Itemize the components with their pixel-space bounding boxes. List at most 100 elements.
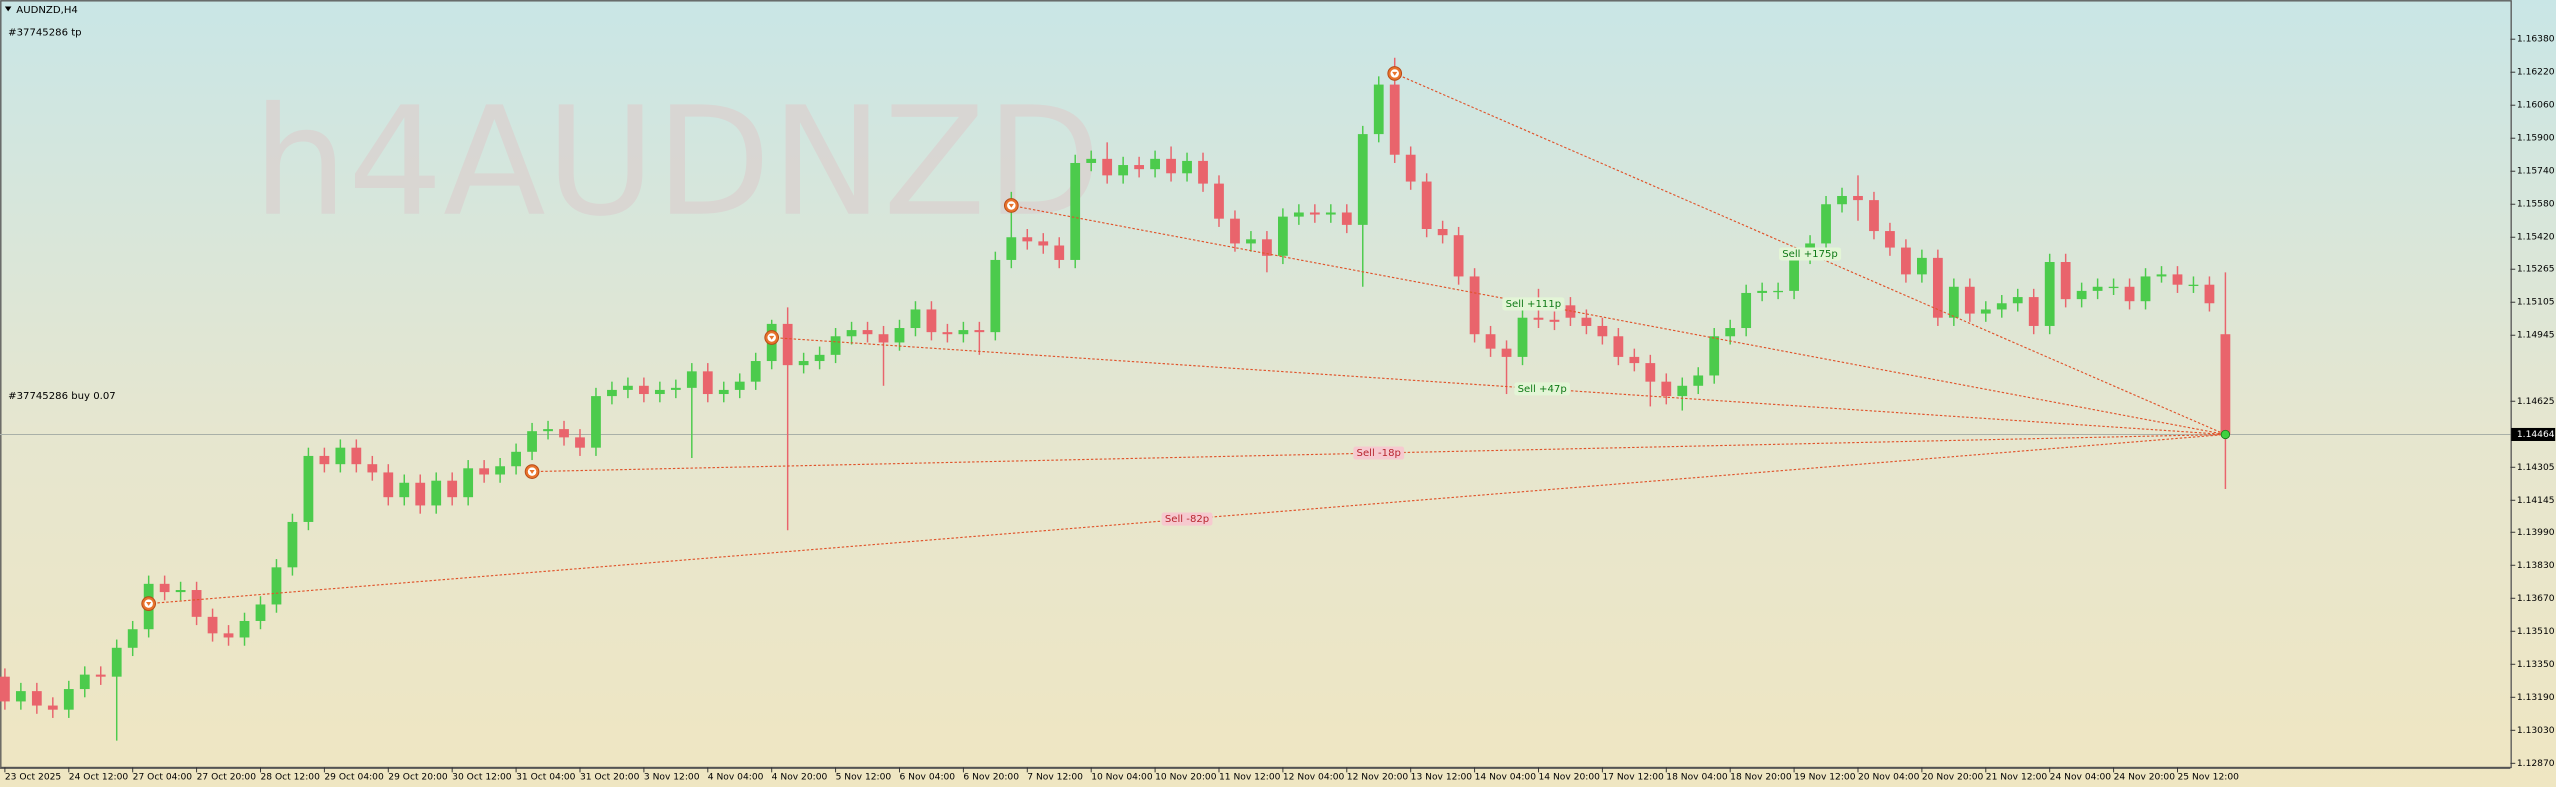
candle-body	[1661, 381, 1672, 397]
x-tick-label: 30 Oct 12:00	[452, 773, 512, 783]
x-tick-label: 4 Nov 04:00	[708, 773, 764, 783]
candle-body	[1038, 241, 1049, 246]
candle-body	[2060, 262, 2071, 300]
candle-body	[255, 604, 266, 621]
x-tick-label: 4 Nov 20:00	[772, 773, 828, 783]
candle-body	[2076, 290, 2087, 300]
candle-body	[287, 521, 298, 568]
candle-body	[1789, 255, 1799, 291]
trade-line	[1011, 204, 2226, 436]
candle-body	[431, 480, 442, 506]
candle-body	[559, 429, 569, 438]
candle-body	[367, 464, 378, 473]
candle-body	[527, 431, 537, 452]
candle-body	[127, 629, 138, 648]
candle-body	[1118, 165, 1129, 176]
candle-body	[351, 447, 362, 465]
x-tick-label: 12 Nov 04:00	[1283, 773, 1345, 783]
candle-body	[926, 309, 937, 333]
candle-body	[2108, 286, 2119, 289]
candle-body	[1070, 162, 1081, 260]
candle-body	[1517, 317, 1528, 357]
trade-label: Sell +175p	[1782, 249, 1838, 260]
candle-body	[1837, 195, 1847, 205]
candle-body	[670, 387, 681, 390]
candle-body	[1309, 212, 1320, 215]
candle-body	[591, 396, 601, 448]
y-tick-label: 1.13830	[2517, 561, 2555, 571]
candle-body	[1469, 276, 1480, 335]
trade-entry-arrow	[529, 469, 535, 474]
candle-body	[1853, 195, 1863, 201]
x-tick-label: 14 Nov 20:00	[1538, 773, 1600, 783]
candle-body	[1693, 375, 1704, 386]
candle-body	[1869, 200, 1879, 232]
x-tick-label: 13 Nov 12:00	[1411, 773, 1473, 783]
trade-line	[771, 336, 2226, 436]
candle-body	[639, 385, 649, 395]
trade-line	[1394, 72, 2226, 435]
candle-body	[750, 361, 761, 382]
candle-body	[1709, 336, 1720, 376]
candle-body	[1757, 290, 1768, 293]
candle-body	[1293, 212, 1304, 217]
x-tick-label: 12 Nov 20:00	[1347, 773, 1409, 783]
candle-body	[1885, 231, 1895, 248]
x-tick-label: 19 Nov 12:00	[1794, 773, 1856, 783]
y-tick-label: 1.15420	[2517, 233, 2555, 243]
candle-body	[2156, 274, 2167, 277]
trade-label-box	[1502, 297, 1565, 311]
candle-body	[1022, 237, 1033, 242]
candle-body	[1917, 257, 1927, 275]
candle-body	[1453, 235, 1464, 277]
trade-label-box	[1514, 382, 1571, 396]
order-label: #37745286 tp	[8, 28, 81, 39]
x-tick-label: 18 Nov 20:00	[1730, 773, 1792, 783]
y-tick-label: 1.14625	[2517, 397, 2555, 407]
candle-body	[1325, 212, 1336, 215]
candle-body	[1996, 303, 2007, 310]
menu-arrow[interactable]	[4, 6, 12, 12]
candle-body	[1389, 84, 1400, 155]
candle-body	[2124, 286, 2135, 302]
x-tick-label: 31 Oct 04:00	[516, 773, 576, 783]
candle-body	[1773, 290, 1784, 293]
candle-body	[495, 466, 506, 475]
candle-body	[383, 472, 394, 498]
x-tick-label: 10 Nov 04:00	[1091, 773, 1153, 783]
current-price-tag	[2511, 427, 2556, 441]
candle-body	[415, 482, 426, 506]
candle-body	[734, 381, 745, 390]
candle-body	[95, 674, 106, 677]
trade-entry-arrow	[1008, 203, 1014, 208]
candle-body	[1613, 336, 1624, 357]
candle-body	[1932, 257, 1943, 318]
candle-body	[335, 447, 346, 465]
y-tick-label: 1.13990	[2517, 528, 2555, 538]
trade-entry-arrow	[769, 335, 775, 340]
y-tick-label: 1.15105	[2517, 298, 2555, 308]
candle-body	[894, 328, 905, 343]
candle-body	[1948, 286, 1959, 318]
candle-body	[271, 567, 282, 605]
candle-body	[878, 334, 889, 343]
trade-label: Sell +47p	[1518, 384, 1567, 395]
candle-body	[814, 354, 825, 362]
candle-body	[47, 705, 58, 710]
x-tick-label: 18 Nov 04:00	[1666, 773, 1728, 783]
x-tick-label: 27 Oct 20:00	[197, 773, 257, 783]
x-tick-label: 21 Nov 12:00	[1986, 773, 2048, 783]
trade-label-box	[1353, 446, 1405, 460]
candle-body	[1485, 334, 1496, 349]
y-tick-label: 1.14945	[2517, 331, 2555, 341]
candle-body	[79, 674, 90, 690]
candle-body	[575, 437, 585, 448]
candle-body	[654, 389, 665, 395]
plot-frame	[0, 0, 2512, 769]
candle-body	[1597, 325, 1608, 337]
x-tick-label: 31 Oct 20:00	[580, 773, 640, 783]
candle-body	[1006, 237, 1017, 260]
y-tick-label: 1.13190	[2517, 693, 2555, 703]
x-tick-label: 24 Nov 20:00	[2114, 773, 2176, 783]
candle-body	[1262, 239, 1272, 256]
